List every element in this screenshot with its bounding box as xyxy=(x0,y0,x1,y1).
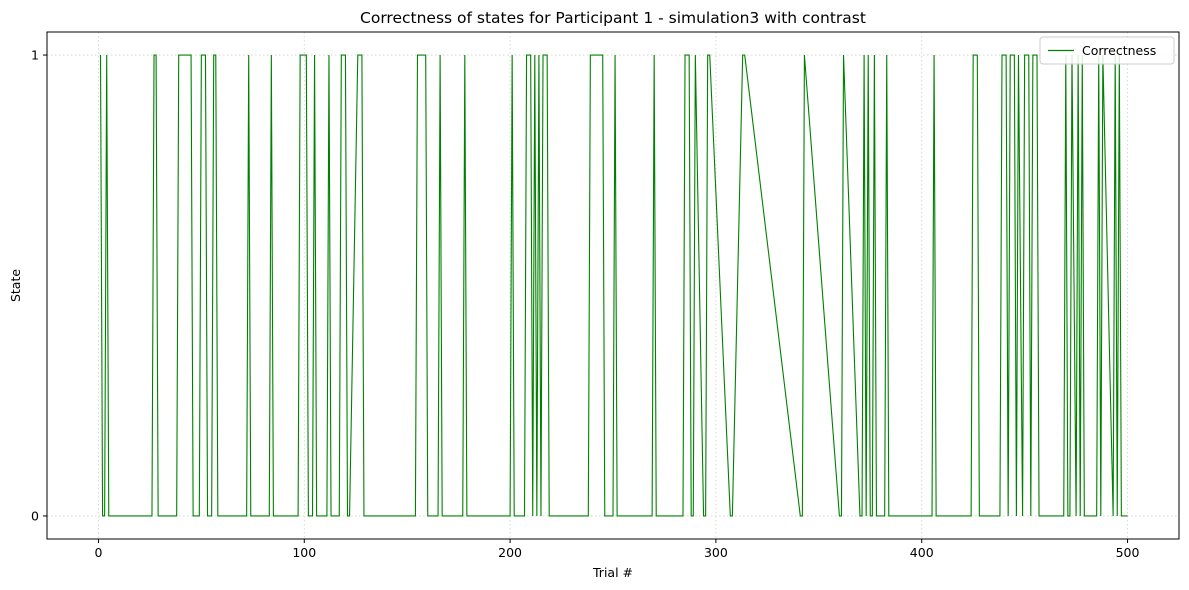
plot-frame xyxy=(46,31,1180,540)
y-axis-label: State xyxy=(8,269,23,302)
legend-label-correctness: Correctness xyxy=(1082,43,1156,58)
ticks: 0 100 200 300 400 500 0 1 xyxy=(31,48,1139,560)
x-tick-label: 300 xyxy=(704,545,728,560)
x-axis-label: Trial # xyxy=(592,565,633,580)
legend: Correctness xyxy=(1039,36,1175,65)
chart-title: Correctness of states for Participant 1 … xyxy=(360,9,866,27)
x-tick-label: 500 xyxy=(1116,545,1140,560)
y-tick-label: 0 xyxy=(31,508,39,523)
y-tick-label: 1 xyxy=(31,48,39,63)
x-tick-label: 400 xyxy=(910,545,934,560)
x-tick-label: 100 xyxy=(292,545,316,560)
x-tick-label: 200 xyxy=(498,545,522,560)
series-layer xyxy=(99,54,1128,517)
legend-box xyxy=(1039,36,1175,65)
series-line-correctness xyxy=(99,54,1128,517)
x-tick-label: 0 xyxy=(94,545,102,560)
